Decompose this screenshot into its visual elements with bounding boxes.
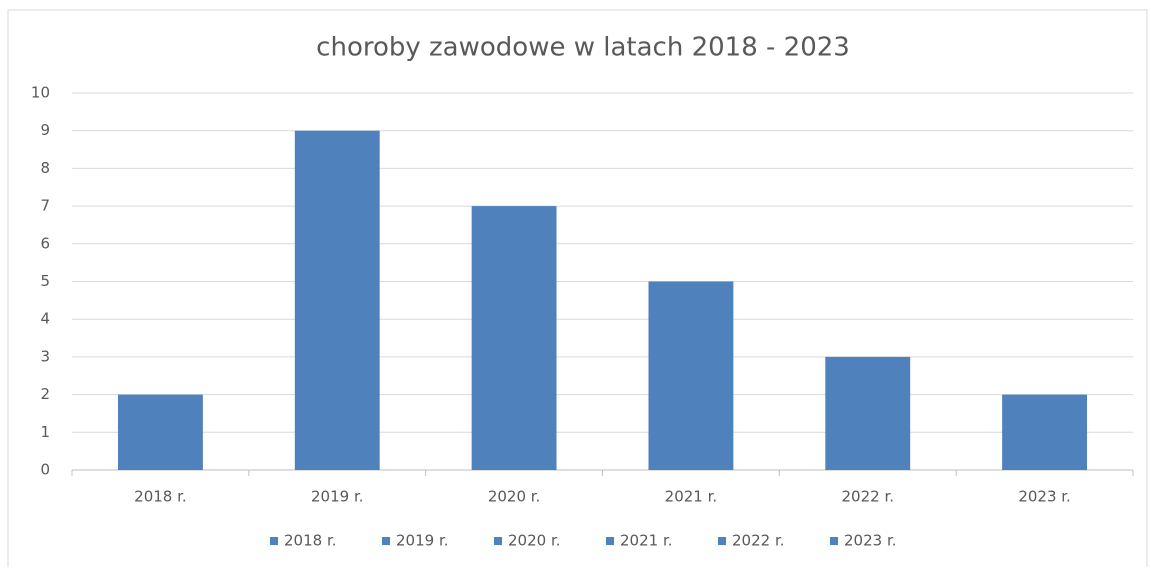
legend-marker	[606, 537, 614, 545]
y-tick-label: 4	[40, 310, 50, 328]
bar	[471, 206, 557, 470]
x-tick-label: 2019 r.	[311, 488, 364, 506]
legend-marker	[718, 537, 726, 545]
legend-label: 2022 r.	[732, 532, 785, 550]
x-tick-label: 2022 r.	[842, 488, 895, 506]
y-tick-label: 3	[40, 347, 50, 365]
y-tick-label: 8	[40, 159, 50, 177]
x-tick-label: 2023 r.	[1018, 488, 1071, 506]
bar	[117, 394, 203, 470]
y-tick-label: 7	[40, 197, 50, 215]
y-tick-label: 2	[40, 385, 50, 403]
bar	[825, 356, 911, 470]
bar	[294, 130, 380, 470]
y-tick-label: 10	[31, 84, 50, 102]
bar	[1002, 394, 1088, 470]
chart-border	[7, 9, 1148, 571]
y-tick-label: 9	[40, 121, 50, 139]
legend-label: 2020 r.	[508, 532, 561, 550]
legend-marker	[382, 537, 390, 545]
legend-label: 2018 r.	[284, 532, 337, 550]
legend-label: 2019 r.	[396, 532, 449, 550]
x-tick-label: 2021 r.	[665, 488, 718, 506]
y-tick-label: 0	[40, 461, 50, 479]
legend-label: 2023 r.	[844, 532, 897, 550]
x-tick-label: 2018 r.	[134, 488, 187, 506]
legend-marker	[270, 537, 278, 545]
legend-label: 2021 r.	[620, 532, 673, 550]
chart-title: choroby zawodowe w latach 2018 - 2023	[316, 33, 850, 63]
legend-marker	[494, 537, 502, 545]
bar	[648, 281, 734, 470]
legend-marker	[830, 537, 838, 545]
y-tick-label: 5	[40, 272, 50, 290]
y-tick-label: 1	[40, 423, 50, 441]
x-tick-label: 2020 r.	[488, 488, 541, 506]
y-tick-label: 6	[40, 234, 50, 252]
